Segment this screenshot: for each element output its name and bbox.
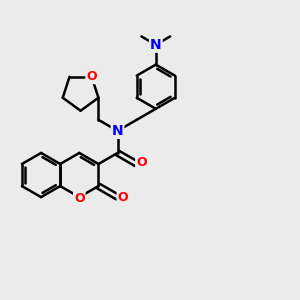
- Text: O: O: [136, 156, 147, 169]
- Text: N: N: [150, 38, 162, 52]
- Text: O: O: [86, 70, 97, 83]
- Text: O: O: [74, 192, 85, 206]
- Text: O: O: [118, 190, 128, 204]
- Text: N: N: [112, 124, 123, 138]
